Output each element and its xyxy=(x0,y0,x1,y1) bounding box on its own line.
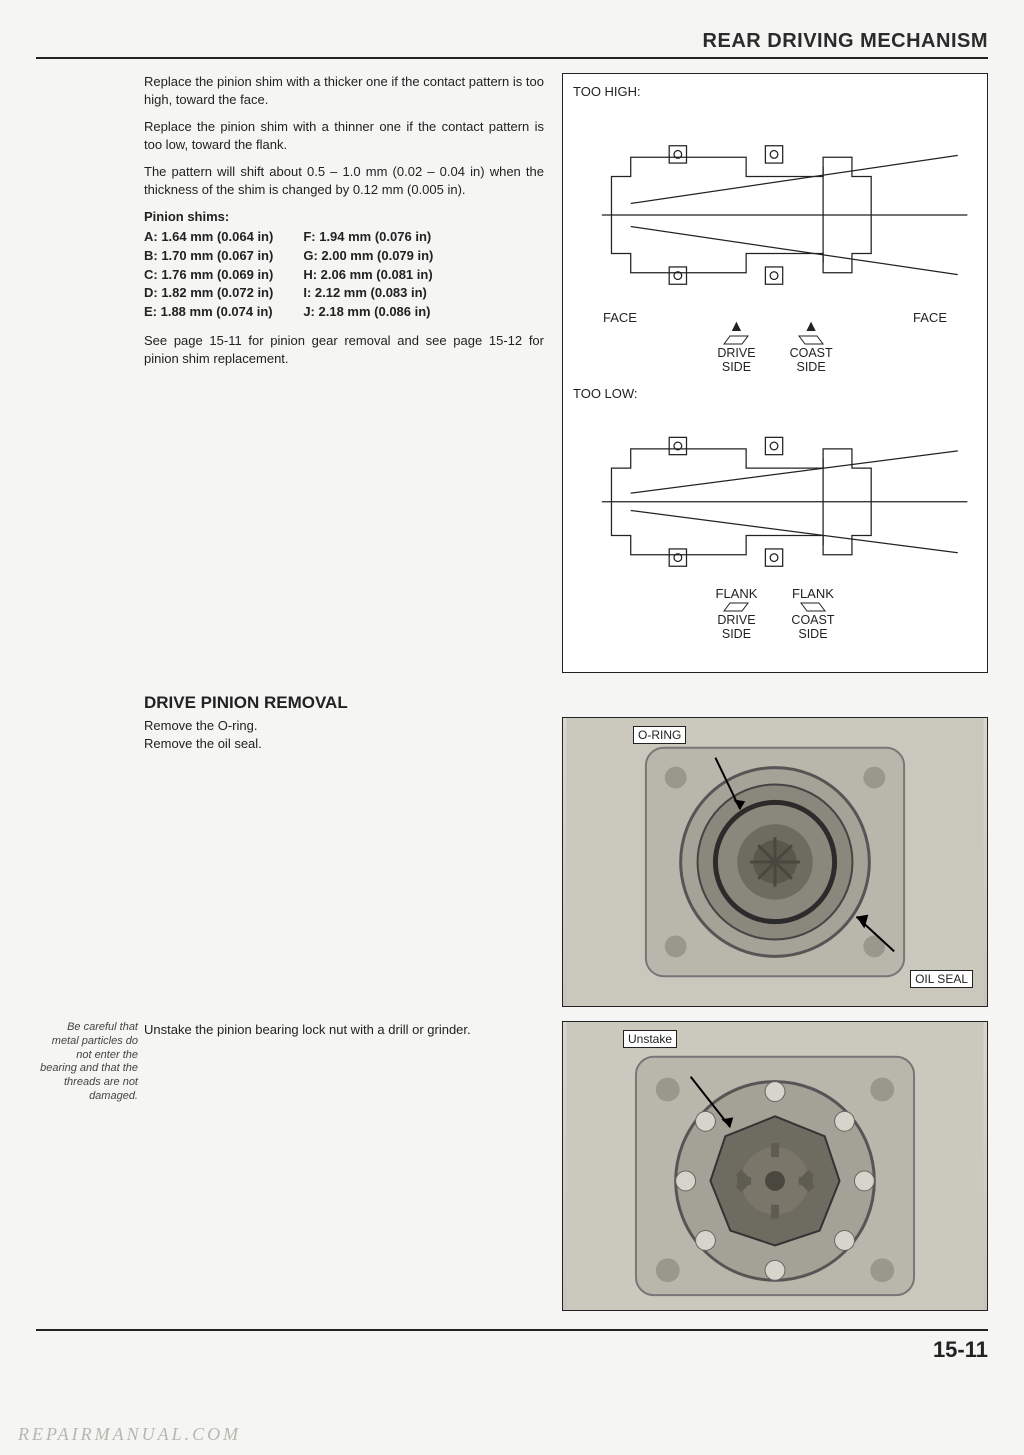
step1b: Remove the oil seal. xyxy=(144,735,544,753)
photo2-svg xyxy=(563,1022,987,1310)
photo1-svg xyxy=(563,718,987,1006)
tooth-coast-icon xyxy=(799,601,827,613)
flank-left: FLANK xyxy=(716,586,758,601)
face-left: FACE xyxy=(603,310,637,325)
tooth-drive-icon xyxy=(722,334,750,346)
arrow-up-icon: ▲ xyxy=(803,321,819,334)
footer-rule xyxy=(36,1329,988,1331)
shim-columns: A: 1.64 mm (0.064 in) B: 1.70 mm (0.067 … xyxy=(144,228,544,322)
para-2: Replace the pinion shim with a thinner o… xyxy=(144,118,544,153)
shim-d: D: 1.82 mm (0.072 in) xyxy=(144,284,273,303)
drive-side-high: DRIVE SIDE xyxy=(717,346,755,374)
shim-e: E: 1.88 mm (0.074 in) xyxy=(144,303,273,322)
flank-right: FLANK xyxy=(792,586,834,601)
page-header-title: REAR DRIVING MECHANISM xyxy=(36,30,988,53)
step2-text: Unstake the pinion bearing lock nut with… xyxy=(144,1021,544,1039)
step1-text: Remove the O-ring. Remove the oil seal. xyxy=(144,717,544,752)
shim-title: Pinion shims: xyxy=(144,208,544,226)
arrow-up-icon: ▲ xyxy=(729,321,745,334)
coast-side-low: COAST SIDE xyxy=(791,613,834,641)
oilseal-label: OIL SEAL xyxy=(910,970,973,988)
contact-pattern-diagram: TOO HIGH: FACE xyxy=(562,73,988,673)
shim-c: C: 1.76 mm (0.069 in) xyxy=(144,266,273,285)
shim-b: B: 1.70 mm (0.067 in) xyxy=(144,247,273,266)
too-low-label: TOO LOW: xyxy=(573,386,977,401)
photo-oring: O-RING OIL SEAL xyxy=(562,717,988,1007)
diagram-too-low-svg xyxy=(573,407,977,587)
face-right: FACE xyxy=(913,310,947,325)
section-title: DRIVE PINION REMOVAL xyxy=(144,693,988,713)
shim-f: F: 1.94 mm (0.076 in) xyxy=(303,228,433,247)
para-1: Replace the pinion shim with a thicker o… xyxy=(144,73,544,108)
side-label-row-high: ▲ DRIVE SIDE ▲ COAST SIDE xyxy=(573,321,977,374)
para-4: See page 15-11 for pinion gear removal a… xyxy=(144,332,544,367)
too-high-label: TOO HIGH: xyxy=(573,84,977,99)
tooth-drive-icon xyxy=(722,601,750,613)
oring-label: O-RING xyxy=(633,726,686,744)
shim-h: H: 2.06 mm (0.081 in) xyxy=(303,266,433,285)
page-number: 15-11 xyxy=(36,1337,988,1363)
shim-col-left: A: 1.64 mm (0.064 in) B: 1.70 mm (0.067 … xyxy=(144,228,273,322)
side-label-row-low: FLANK DRIVE SIDE FLANK COAST SIDE xyxy=(573,586,977,641)
shim-i: I: 2.12 mm (0.083 in) xyxy=(303,284,433,303)
left-text-column: Replace the pinion shim with a thicker o… xyxy=(144,73,544,673)
tooth-coast-icon xyxy=(797,334,825,346)
shim-a: A: 1.64 mm (0.064 in) xyxy=(144,228,273,247)
para-3: The pattern will shift about 0.5 – 1.0 m… xyxy=(144,163,544,198)
step1a: Remove the O-ring. xyxy=(144,717,544,735)
photo-unstake: Unstake xyxy=(562,1021,988,1311)
shim-col-right: F: 1.94 mm (0.076 in) G: 2.00 mm (0.079 … xyxy=(303,228,433,322)
unstake-label: Unstake xyxy=(623,1030,677,1048)
watermark: REPAIRMANUAL.COM xyxy=(18,1424,241,1445)
side-note: Be careful that metal particles do not e… xyxy=(38,1021,138,1104)
coast-side-high: COAST SIDE xyxy=(790,346,833,374)
drive-side-low: DRIVE SIDE xyxy=(717,613,755,641)
diagram-too-high-svg xyxy=(573,105,977,325)
shim-g: G: 2.00 mm (0.079 in) xyxy=(303,247,433,266)
header-rule xyxy=(36,57,988,59)
shim-j: J: 2.18 mm (0.086 in) xyxy=(303,303,433,322)
